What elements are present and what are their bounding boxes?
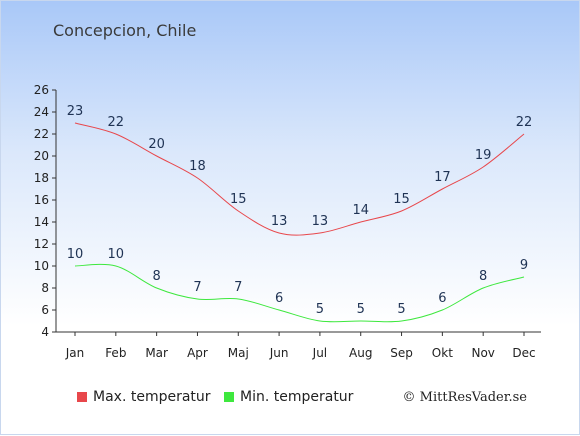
max-data-label: 13 xyxy=(271,214,288,229)
legend-min-swatch xyxy=(224,392,234,402)
y-tick-label: 8 xyxy=(41,281,49,295)
y-tick-label: 6 xyxy=(41,303,49,317)
y-tick-label: 18 xyxy=(34,171,49,185)
max-data-label: 23 xyxy=(67,104,84,119)
x-tick-label: Jul xyxy=(312,346,327,360)
min-data-label: 7 xyxy=(193,280,201,295)
min-data-label: 10 xyxy=(67,247,84,262)
max-data-label: 14 xyxy=(352,203,369,218)
min-data-label: 9 xyxy=(520,258,528,273)
y-tick-label: 26 xyxy=(34,83,49,97)
credit-text: © MittResVader.se xyxy=(402,390,527,405)
x-tick-label: Okt xyxy=(432,346,453,360)
y-tick-label: 12 xyxy=(34,237,49,251)
min-data-label: 6 xyxy=(438,291,446,306)
x-tick-label: Sep xyxy=(390,346,413,360)
max-data-label: 22 xyxy=(108,115,125,130)
max-data-label: 22 xyxy=(516,115,533,130)
min-data-label: 5 xyxy=(397,302,405,317)
legend-max-swatch xyxy=(77,392,87,402)
y-tick-label: 16 xyxy=(34,193,49,207)
x-tick-label: Aug xyxy=(349,346,372,360)
x-tick-label: Feb xyxy=(105,346,126,360)
max-temp-line xyxy=(74,122,525,236)
data-labels: 23 22 20 18 15 13 13 14 15 17 19 22 10 10 8 7 7 6 5 5 5 6 8 9 xyxy=(67,104,533,317)
max-data-label: 13 xyxy=(312,214,329,229)
legend-min: Min. temperatur xyxy=(224,389,353,405)
x-tick-label: Dec xyxy=(512,346,535,360)
y-tick-label: 20 xyxy=(34,149,49,163)
chart-title: Concepcion, Chile xyxy=(53,21,197,40)
max-data-label: 18 xyxy=(189,159,206,174)
min-temp-line xyxy=(74,263,525,323)
min-data-label: 5 xyxy=(316,302,324,317)
min-data-label: 10 xyxy=(108,247,125,262)
max-data-label: 19 xyxy=(475,148,492,163)
min-data-label: 8 xyxy=(152,269,160,284)
y-tick-label: 22 xyxy=(34,127,49,141)
y-tick-label: 10 xyxy=(34,259,49,273)
min-data-label: 6 xyxy=(275,291,283,306)
max-data-label: 20 xyxy=(148,137,165,152)
legend-max: Max. temperatur xyxy=(77,389,211,405)
series-group xyxy=(74,122,525,323)
max-data-label: 15 xyxy=(393,192,410,207)
x-ticks: Jan Feb Mar Apr Maj Jun Jul Aug Sep Okt Nov Dec xyxy=(65,332,536,360)
min-data-label: 5 xyxy=(357,302,365,317)
x-tick-label: Maj xyxy=(228,346,249,360)
x-tick-label: Jun xyxy=(269,346,289,360)
y-tick-label: 24 xyxy=(34,105,49,119)
legend-max-label: Max. temperatur xyxy=(93,389,211,405)
x-tick-label: Mar xyxy=(145,346,168,360)
x-tick-label: Apr xyxy=(187,346,208,360)
max-data-label: 15 xyxy=(230,192,247,207)
y-tick-label: 14 xyxy=(34,215,49,229)
y-ticks: 4 6 8 10 12 14 16 18 20 22 24 26 xyxy=(34,83,56,339)
y-tick-label: 4 xyxy=(41,325,49,339)
max-data-label: 17 xyxy=(434,170,451,185)
x-tick-label: Nov xyxy=(471,346,494,360)
min-data-label: 7 xyxy=(234,280,242,295)
legend-min-label: Min. temperatur xyxy=(240,389,354,405)
x-tick-label: Jan xyxy=(65,346,85,360)
min-data-label: 8 xyxy=(479,269,487,284)
